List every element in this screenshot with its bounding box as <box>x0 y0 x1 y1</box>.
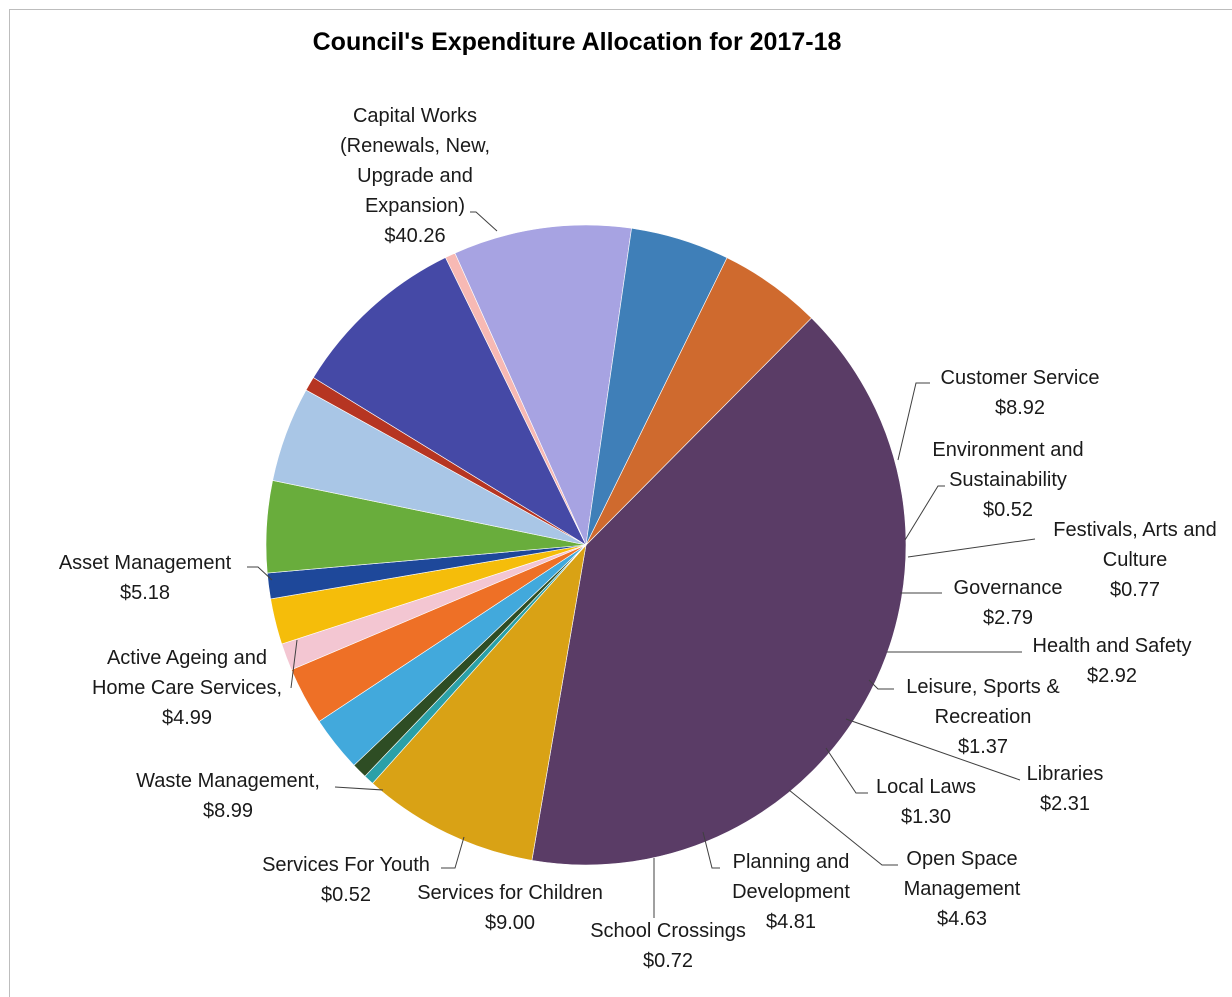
slice-label-5: Health and Safety $2.92 <box>1033 635 1192 687</box>
slice-category-label: Active Ageing and <box>107 647 267 669</box>
slice-value-label: $8.92 <box>995 397 1045 419</box>
slice-label-9: Open Space Management $4.63 <box>904 848 1021 930</box>
slice-category-label: (Renewals, New, <box>340 135 490 157</box>
slice-category-label: Recreation <box>935 706 1032 728</box>
slice-label-4: Governance $2.79 <box>954 577 1063 629</box>
slice-category-label: Waste Management, <box>136 770 320 792</box>
slice-category-label: Governance <box>954 577 1063 599</box>
slice-category-label: Planning and <box>733 851 850 873</box>
leader-line-2 <box>904 485 945 541</box>
slice-category-label: Asset Management <box>59 552 232 574</box>
slice-category-label: Management <box>904 878 1021 900</box>
slice-category-label: Sustainability <box>949 469 1067 491</box>
slice-category-label: Open Space <box>906 848 1017 870</box>
slice-value-label: $4.81 <box>766 911 816 933</box>
slice-category-label: Services For Youth <box>262 854 430 876</box>
pie-slice-12 <box>312 257 587 546</box>
pie-slices <box>265 224 907 866</box>
slice-category-label: Festivals, Arts and <box>1053 519 1216 541</box>
slice-category-label: Expansion) <box>365 195 465 217</box>
slice-category-label: Upgrade and <box>357 165 473 187</box>
leader-line-8 <box>825 747 868 794</box>
slice-label-2: Environment and Sustainability $0.52 <box>932 439 1083 521</box>
slice-value-label: $2.31 <box>1040 793 1090 815</box>
pie-slice-16 <box>585 257 812 546</box>
leader-line-13 <box>441 836 465 869</box>
slice-label-0: Capital Works (Renewals, New, Upgrade and E… <box>340 105 490 247</box>
leader-line-6 <box>868 679 894 690</box>
slice-category-label: Capital Works <box>353 105 477 127</box>
slice-label-10: Planning and Development $4.81 <box>732 851 850 933</box>
slice-category-label: Health and Safety <box>1033 635 1192 657</box>
slice-value-label: $4.99 <box>162 707 212 729</box>
slice-category-label: Customer Service <box>941 367 1100 389</box>
slice-category-label: Environment and <box>932 439 1083 461</box>
slice-category-label: Home Care Services, <box>92 677 282 699</box>
slice-label-13: Services For Youth $0.52 <box>262 854 430 906</box>
slice-label-14: Waste Management, $8.99 <box>136 770 320 822</box>
slice-value-label: $40.26 <box>384 225 445 247</box>
slice-value-label: $0.52 <box>983 499 1033 521</box>
slice-label-8: Local Laws $1.30 <box>876 776 976 828</box>
leader-line-7 <box>845 718 1021 781</box>
slice-category-label: Development <box>732 881 850 903</box>
leader-line-14 <box>334 786 384 791</box>
leader-line-9 <box>788 789 898 866</box>
slice-value-label: $2.92 <box>1087 665 1137 687</box>
leader-line-3 <box>907 538 1036 558</box>
leader-line-16 <box>247 566 273 581</box>
slice-value-label: $1.30 <box>901 806 951 828</box>
slice-category-label: Leisure, Sports & <box>906 676 1060 698</box>
slice-label-16: Asset Management $5.18 <box>59 552 232 604</box>
pie-slice-14 <box>454 224 632 547</box>
slice-value-label: $2.79 <box>983 607 1033 629</box>
leader-line-15 <box>290 639 298 689</box>
slice-category-label: Local Laws <box>876 776 976 798</box>
leader-line-1 <box>897 382 930 461</box>
slice-labels: Capital Works (Renewals, New, Upgrade and E… <box>59 105 1217 972</box>
slice-value-label: $0.72 <box>643 950 693 972</box>
slice-category-label: Services for Children <box>417 882 603 904</box>
slice-value-label: $5.18 <box>120 582 170 604</box>
slice-label-15: Active Ageing and Home Care Services, $4.9… <box>92 647 282 729</box>
pie-slice-0 <box>531 317 907 866</box>
slice-value-label: $8.99 <box>203 800 253 822</box>
slice-value-label: $0.77 <box>1110 579 1160 601</box>
slice-label-12: Services for Children $9.00 <box>417 882 603 934</box>
slice-category-label: Culture <box>1103 549 1167 571</box>
slice-value-label: $1.37 <box>958 736 1008 758</box>
chart-frame <box>9 9 1232 997</box>
pie-slice-1 <box>372 544 587 861</box>
slice-value-label: $9.00 <box>485 912 535 934</box>
leader-line-10 <box>702 831 720 869</box>
slice-category-label: Libraries <box>1027 763 1104 785</box>
slice-category-label: School Crossings <box>590 920 746 942</box>
slice-value-label: $4.63 <box>937 908 987 930</box>
slice-label-3: Festivals, Arts and Culture $0.77 <box>1053 519 1216 601</box>
slice-label-1: Customer Service $8.92 <box>941 367 1100 419</box>
slice-value-label: $0.52 <box>321 884 371 906</box>
chart-title: Council's Expenditure Allocation for 201… <box>313 28 842 56</box>
leader-line-0 <box>470 211 498 232</box>
slice-label-11: School Crossings $0.72 <box>590 920 746 972</box>
slice-label-7: Libraries $2.31 <box>1027 763 1104 815</box>
leader-lines <box>247 211 1036 918</box>
slice-label-6: Leisure, Sports & Recreation $1.37 <box>906 676 1060 758</box>
